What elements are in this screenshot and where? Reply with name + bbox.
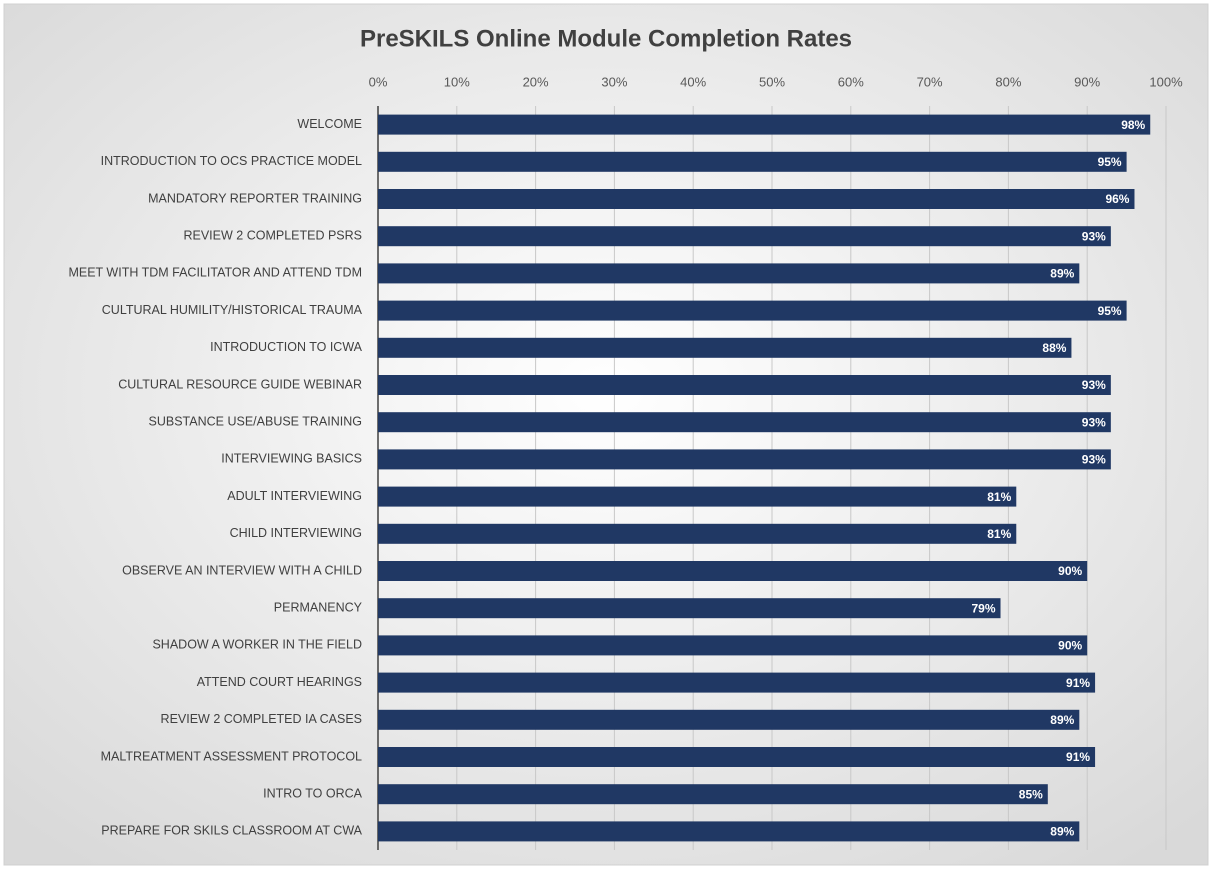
value-label: 79%: [971, 601, 995, 615]
y-tick-label: ADULT INTERVIEWING: [227, 489, 362, 503]
value-label: 91%: [1066, 676, 1090, 690]
y-tick-label: MALTREATMENT ASSESSMENT PROTOCOL: [101, 749, 362, 763]
bar: [378, 747, 1096, 767]
value-label: 85%: [1019, 787, 1043, 801]
bar: [378, 412, 1111, 433]
value-label: 93%: [1082, 453, 1106, 467]
bar: [378, 598, 1001, 619]
bar: [378, 151, 1127, 172]
y-tick-label: PERMANENCY: [274, 600, 363, 614]
x-tick-label: 10%: [444, 74, 470, 89]
bar: [378, 337, 1072, 358]
value-label: 93%: [1082, 229, 1106, 243]
value-label: 81%: [987, 527, 1011, 541]
y-tick-label: INTRODUCTION TO OCS PRACTICE MODEL: [101, 154, 362, 168]
y-tick-label: CULTURAL HUMILITY/HISTORICAL TRAUMA: [102, 303, 363, 317]
value-label: 88%: [1042, 341, 1066, 355]
value-label: 95%: [1098, 304, 1122, 318]
y-tick-label: SHADOW A WORKER IN THE FIELD: [152, 638, 362, 652]
bar: [378, 375, 1111, 395]
y-tick-label: CHILD INTERVIEWING: [230, 526, 362, 540]
bar: [378, 635, 1088, 656]
y-tick-label: WELCOME: [297, 117, 362, 131]
y-tick-label: PREPARE FOR SKILS CLASSROOM AT CWA: [101, 824, 362, 838]
bar: [378, 672, 1096, 693]
value-label: 95%: [1098, 155, 1122, 169]
bar: [378, 821, 1080, 842]
y-tick-label: INTRO TO ORCA: [263, 786, 363, 800]
x-tick-label: 90%: [1074, 74, 1100, 89]
y-tick-label: REVIEW 2 COMPLETED IA CASES: [161, 712, 362, 726]
x-tick-label: 20%: [523, 74, 549, 89]
bar: [378, 486, 1017, 507]
y-tick-label: MANDATORY REPORTER TRAINING: [148, 191, 362, 205]
y-tick-label: ATTEND COURT HEARINGS: [197, 675, 362, 689]
value-label: 90%: [1058, 564, 1082, 578]
value-label: 89%: [1050, 825, 1074, 839]
value-label: 96%: [1105, 192, 1129, 206]
bar: [378, 561, 1088, 581]
y-tick-label: INTRODUCTION TO ICWA: [210, 340, 363, 354]
bar: [378, 226, 1111, 247]
x-tick-label: 50%: [759, 74, 785, 89]
y-tick-label: MEET WITH TDM FACILITATOR AND ATTEND TDM: [68, 266, 362, 280]
x-tick-label: 40%: [680, 74, 706, 89]
bar: [378, 784, 1048, 805]
x-tick-label: 70%: [917, 74, 943, 89]
x-tick-label: 80%: [995, 74, 1021, 89]
bar: [378, 189, 1135, 209]
x-tick-label: 0%: [369, 74, 388, 89]
y-tick-label: SUBSTANCE USE/ABUSE TRAINING: [149, 414, 362, 428]
value-label: 93%: [1082, 415, 1106, 429]
x-tick-label: 60%: [838, 74, 864, 89]
value-label: 90%: [1058, 639, 1082, 653]
bar: [378, 449, 1111, 470]
bar: [378, 523, 1017, 544]
bar: [378, 709, 1080, 730]
value-label: 89%: [1050, 267, 1074, 281]
y-tick-label: OBSERVE AN INTERVIEW WITH A CHILD: [122, 563, 362, 577]
value-label: 93%: [1082, 378, 1106, 392]
y-tick-label: CULTURAL RESOURCE GUIDE WEBINAR: [118, 377, 362, 391]
bar: [378, 300, 1127, 321]
y-tick-label: INTERVIEWING BASICS: [221, 452, 362, 466]
value-label: 98%: [1121, 118, 1145, 132]
bar: [378, 263, 1080, 284]
value-label: 91%: [1066, 750, 1090, 764]
value-label: 81%: [987, 490, 1011, 504]
value-label: 89%: [1050, 713, 1074, 727]
y-tick-label: REVIEW 2 COMPLETED PSRS: [183, 228, 362, 242]
bar: [378, 114, 1151, 135]
x-tick-label: 100%: [1149, 74, 1183, 89]
chart-title: PreSKILS Online Module Completion Rates: [360, 25, 852, 52]
x-tick-label: 30%: [601, 74, 627, 89]
